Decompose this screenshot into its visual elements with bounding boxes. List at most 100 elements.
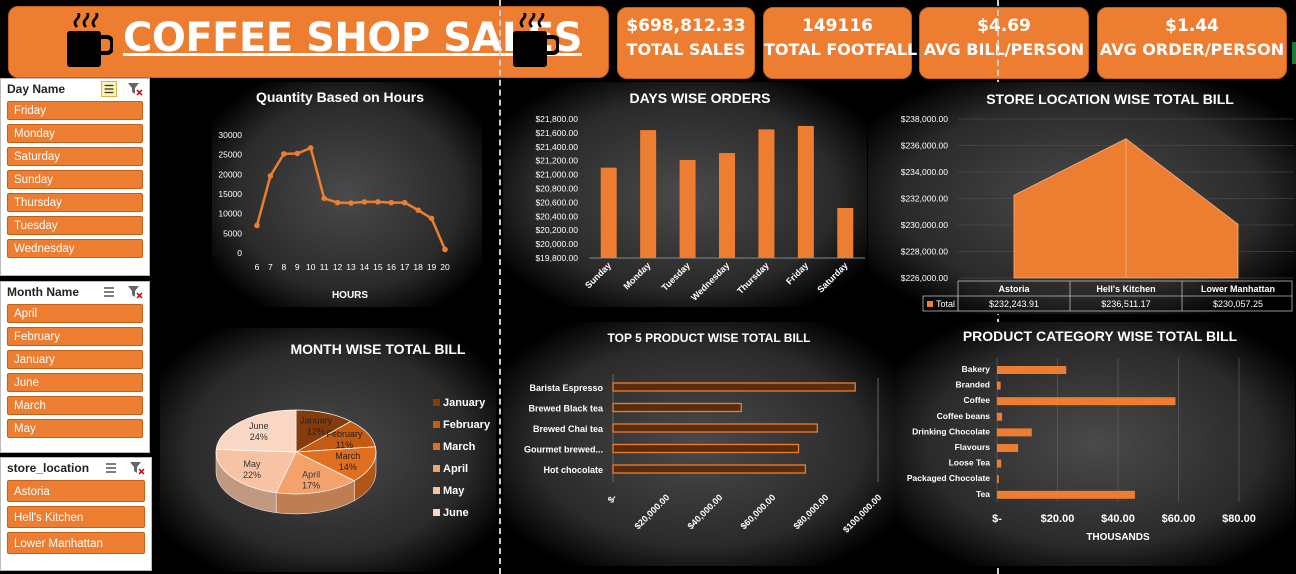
x-tick-label: 18 [413, 262, 423, 272]
y-tick-label: 10000 [218, 209, 242, 219]
slicer-title: Month Name [7, 285, 79, 299]
slicer-item-february[interactable]: February [7, 327, 143, 346]
bar [997, 475, 999, 484]
y-tick-label: 30000 [218, 130, 242, 140]
slicer-item-march[interactable]: March [7, 396, 143, 415]
legend-label: March [443, 441, 476, 453]
y-tick-label: Coffee [964, 395, 991, 405]
bar [797, 125, 814, 258]
data-point [375, 199, 381, 205]
kpi-avg-bill: $4.69 AVG BILL/PERSON [919, 7, 1089, 79]
multi-select-icon[interactable] [101, 81, 117, 97]
slice-label: June [249, 421, 269, 431]
bar [758, 129, 775, 258]
y-tick-label: Barista Espresso [529, 383, 603, 393]
table-value: $232,243.91 [989, 299, 1039, 309]
x-tick-label: 13 [346, 262, 356, 272]
slicer-item-may[interactable]: May [7, 419, 143, 438]
bar [997, 459, 1002, 468]
bar [600, 167, 617, 258]
clear-filter-icon[interactable] [129, 460, 145, 476]
y-tick-label: Branded [956, 380, 990, 390]
slicer-item-saturday[interactable]: Saturday [7, 147, 143, 166]
edge-marker [1292, 42, 1296, 64]
y-tick-label: Drinking Chocolate [912, 426, 990, 436]
slicer-item-thursday[interactable]: Thursday [7, 193, 143, 212]
legend-swatch [433, 487, 440, 494]
y-tick-label: $21,800.00 [535, 114, 578, 124]
y-tick-label: $232,000.00 [901, 194, 949, 204]
kpi-label: TOTAL SALES [626, 40, 746, 59]
kpi-label: AVG ORDER/PERSON [1099, 40, 1285, 59]
category-bar-chart: PRODUCT CATEGORY WISE TOTAL BILL $- $20.00… [895, 322, 1295, 566]
table-header: Hell's Kitchen [1096, 284, 1155, 294]
clear-filter-icon[interactable] [127, 284, 143, 300]
y-tick-label: Brewed Black tea [528, 404, 604, 414]
kpi-label: AVG BILL/PERSON [923, 40, 1085, 59]
slicer-item-sunday[interactable]: Sunday [7, 170, 143, 189]
legend-swatch [927, 301, 933, 307]
x-tick-label: 7 [268, 262, 273, 272]
kpi-total-footfall: 149116 TOTAL FOOTFALL [763, 7, 917, 79]
table-header: Astoria [998, 284, 1030, 294]
slicer-store-location[interactable]: store_location Astoria Hell's Kitchen Lo… [0, 457, 152, 571]
slicer-item-monday[interactable]: Monday [7, 124, 143, 143]
hours-line-chart: Quantity Based on Hours 0 5000 10000 15000 20… [212, 82, 482, 307]
slice-label: January [300, 415, 333, 425]
slice-label: April [302, 469, 320, 479]
slicer-day-name[interactable]: Day Name Friday Monday Saturday Sunday T… [0, 78, 150, 276]
multi-select-icon[interactable] [101, 284, 117, 300]
slicer-item-hells-kitchen[interactable]: Hell's Kitchen [7, 506, 145, 528]
clear-filter-icon[interactable] [127, 81, 143, 97]
slicer-item-tuesday[interactable]: Tuesday [7, 216, 143, 235]
data-point [428, 215, 435, 222]
slice-value: 11% [336, 440, 353, 450]
x-tick-label: 19 [427, 262, 437, 272]
bar [997, 428, 1032, 437]
legend-swatch [433, 443, 440, 450]
legend-label: January [443, 397, 486, 409]
slicer-month-name[interactable]: Month Name April February January June M… [0, 281, 150, 453]
y-tick-label: $234,000.00 [901, 167, 949, 177]
data-point [361, 199, 368, 205]
slicer-item-january[interactable]: January [7, 350, 143, 369]
slicer-item-june[interactable]: June [7, 373, 143, 392]
slice-value: 12% [307, 426, 325, 436]
legend-label: February [443, 419, 491, 431]
y-tick-label: Hot chocolate [543, 465, 603, 475]
x-tick-label: 8 [281, 262, 286, 272]
slicer-item-friday[interactable]: Friday [7, 101, 143, 120]
legend-label: May [443, 485, 465, 497]
legend-swatch [433, 421, 440, 428]
x-tick-label: 16 [387, 262, 397, 272]
bar [837, 207, 854, 258]
pie-slice [295, 409, 352, 453]
legend-label: Total [936, 299, 955, 309]
slicer-item-wednesday[interactable]: Wednesday [7, 239, 143, 258]
multi-select-icon[interactable] [103, 460, 119, 476]
chart-background [895, 322, 1295, 566]
legend-swatch [433, 509, 440, 516]
kpi-avg-order: $1.44 AVG ORDER/PERSON [1097, 7, 1287, 79]
pie-slice [275, 451, 356, 495]
pie-slice [215, 449, 297, 494]
slicer-item-lower-manhattan[interactable]: Lower Manhattan [7, 532, 145, 554]
slicer-item-astoria[interactable]: Astoria [7, 480, 145, 502]
slicer-title: store_location [7, 461, 90, 475]
divider [499, 0, 501, 574]
y-tick-label: $21,400.00 [535, 142, 578, 152]
kpi-value: $698,812.33 [626, 16, 746, 36]
dashboard-title: COFFEE SHOP SALES [123, 15, 583, 61]
coffee-cup-icon [513, 13, 559, 67]
chart-title: PRODUCT CATEGORY WISE TOTAL BILL [963, 328, 1238, 344]
bar [612, 423, 818, 433]
data-point [321, 195, 327, 202]
y-tick-label: 20000 [218, 169, 242, 179]
y-tick-label: $20,200.00 [535, 225, 578, 235]
bar [612, 443, 800, 454]
x-tick-label: $20.00 [1041, 513, 1075, 525]
data-point [254, 222, 260, 229]
coffee-cup-icon [67, 13, 113, 67]
chart-title: STORE LOCATION WISE TOTAL BILL [986, 91, 1234, 107]
slicer-item-april[interactable]: April [7, 304, 143, 323]
